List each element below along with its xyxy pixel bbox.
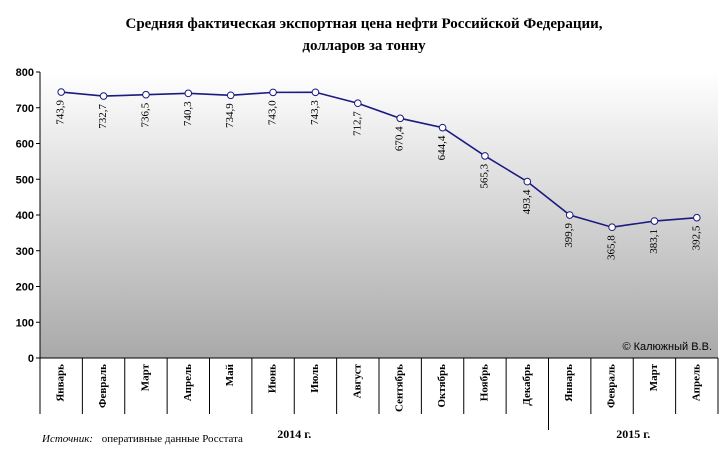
data-labels: 743,9 732,7 736,5 740,3 734,9 743,0 743,3 712,7…: [55, 100, 703, 260]
data-point: [311, 88, 320, 97]
series-line: [61, 91, 697, 229]
price-series: [57, 88, 701, 232]
x-tick-label: Декабрь: [521, 364, 533, 406]
data-label: 365,8: [606, 235, 618, 260]
year-label: 2015 г.: [616, 427, 650, 441]
x-tick-label: Январь: [563, 364, 575, 402]
data-label: 399,9: [563, 223, 575, 248]
source-note: Источник: оперативные данные Росстата: [41, 433, 243, 445]
x-tick-label: Июнь: [267, 364, 279, 393]
data-point: [481, 152, 489, 160]
x-tick-label: Октябрь: [436, 364, 448, 408]
data-label: 740,3: [182, 101, 194, 126]
y-tick-label: 300: [16, 246, 34, 258]
data-point: [184, 89, 193, 98]
year-label: 2014 г.: [277, 427, 311, 441]
x-tick-label: Апрель: [690, 364, 702, 401]
data-label: 383,1: [648, 229, 660, 254]
plot-area: [40, 72, 718, 358]
y-tick-label: 500: [16, 174, 34, 186]
data-label: 732,7: [97, 104, 109, 129]
data-point: [354, 99, 362, 108]
source-text: оперативные данные Росстата: [102, 433, 243, 445]
y-tick-label: 600: [16, 139, 34, 151]
x-tick-label: Июль: [309, 364, 321, 393]
y-tick-label: 200: [16, 282, 34, 294]
data-point: [142, 90, 150, 99]
data-label: 392,5: [690, 225, 702, 250]
data-point: [693, 213, 701, 222]
data-label: 736,5: [139, 102, 151, 127]
data-label: 743,0: [267, 100, 279, 125]
y-axis: 0 100 200 300 400 500 600 700 800: [16, 67, 41, 365]
data-point: [269, 88, 277, 97]
data-point: [396, 114, 404, 123]
x-tick-label: Январь: [55, 364, 67, 402]
data-label: 644,4: [436, 135, 448, 160]
x-tick-label: Май: [224, 363, 236, 386]
x-tick-label: Август: [351, 363, 363, 398]
data-label: 712,7: [351, 111, 363, 136]
chart-title-line2: долларов за тонну: [302, 38, 426, 54]
data-label: 734,9: [224, 103, 236, 128]
data-label: 743,9: [55, 100, 67, 125]
data-label: 670,4: [394, 126, 406, 151]
source-label: Источник:: [41, 433, 93, 445]
y-tick-label: 400: [16, 210, 34, 222]
y-tick-label: 800: [16, 67, 34, 79]
y-tick-label: 700: [16, 103, 34, 115]
chart-title-line1: Средняя фактическая экспортная цена нефт…: [126, 16, 603, 32]
y-tick-label: 0: [28, 353, 34, 365]
data-point: [438, 123, 447, 132]
data-label: 743,3: [309, 100, 321, 125]
data-point: [565, 211, 574, 219]
data-point: [57, 88, 65, 96]
x-tick-label: Февраль: [606, 364, 618, 408]
x-tick-label: Сентябрь: [394, 364, 406, 412]
data-label: 565,3: [478, 163, 490, 188]
x-tick-label: Март: [648, 363, 660, 391]
data-point: [99, 92, 108, 100]
x-axis: Январь Февраль Март Апрель Май Июнь Июль Август…: [39, 357, 719, 441]
x-tick-label: Ноябрь: [478, 364, 490, 401]
copyright-note: © Калюжный В.В.: [622, 341, 712, 353]
x-tick-label: Март: [139, 363, 151, 391]
data-point: [608, 223, 616, 232]
data-point: [226, 91, 235, 100]
data-point: [523, 177, 532, 186]
x-tick-label: Февраль: [97, 364, 109, 408]
data-label: 493,4: [521, 189, 533, 214]
data-point: [650, 217, 659, 225]
x-tick-label: Апрель: [182, 364, 194, 401]
y-tick-label: 100: [16, 317, 34, 329]
